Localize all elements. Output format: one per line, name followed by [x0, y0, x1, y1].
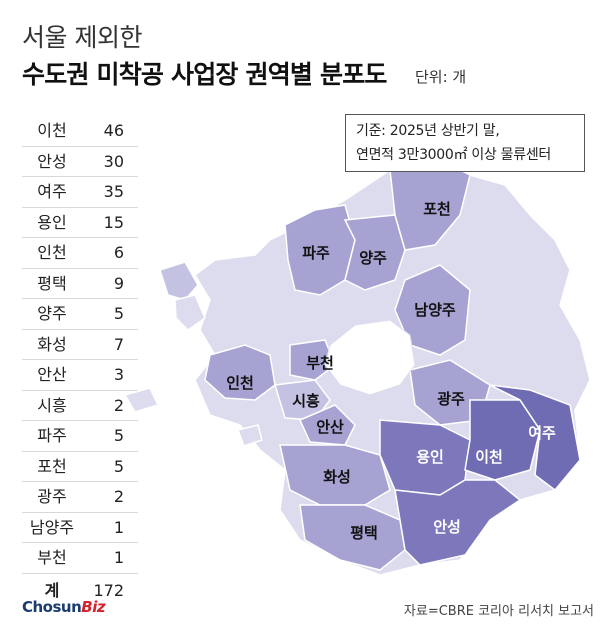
- region-name: 인천: [37, 243, 67, 262]
- region-count: 30: [103, 151, 124, 171]
- table-row: 파주 5: [22, 421, 138, 452]
- region-count: 46: [103, 121, 124, 140]
- region-bucheon: [289, 339, 336, 381]
- logo-main: Chosun: [22, 598, 82, 616]
- region-name: 파주: [37, 426, 67, 445]
- region-name: 안성: [37, 151, 67, 171]
- region-island: [237, 424, 263, 447]
- map-label-icheon: 이천: [475, 448, 503, 466]
- table-row: 광주 2: [22, 482, 138, 513]
- map-label-ansan: 안산: [316, 418, 344, 436]
- region-namyangju: [394, 264, 471, 356]
- table-row: 안성 30: [22, 147, 138, 177]
- region-count: 7: [113, 334, 124, 354]
- region-pyeongtaek: [299, 504, 406, 571]
- publisher-logo: ChosunBiz: [22, 598, 106, 616]
- region-count: 3: [113, 365, 124, 384]
- criteria-note: 기준: 2025년 상반기 말, 연면적 3만3000㎡ 이상 물류센터: [345, 114, 585, 172]
- map-label-incheon: 인천: [226, 374, 254, 392]
- total-label: 계: [44, 580, 60, 600]
- region-island: [123, 387, 160, 413]
- table-row: 용인 15: [22, 208, 138, 238]
- region-count: 1: [113, 517, 124, 537]
- region-seoul: [324, 319, 416, 396]
- region-name: 평택: [37, 273, 67, 293]
- total-value: 172: [93, 580, 124, 600]
- table-row: 평택 9: [22, 269, 138, 299]
- region-name: 광주: [37, 487, 67, 506]
- region-incheon: [204, 344, 276, 401]
- map-label-bucheon: 부천: [306, 354, 334, 372]
- table-row: 여주 35: [22, 177, 138, 208]
- region-count: 35: [103, 182, 124, 201]
- map-label-gwangju: 광주: [437, 390, 465, 408]
- map-regions: [123, 159, 591, 576]
- note-line1: 기준: 2025년 상반기 말,: [356, 123, 500, 139]
- region-count: 9: [113, 273, 124, 293]
- region-name: 안산: [37, 365, 67, 384]
- source-note: 자료=CBRE 코리아 리서치 보고서: [403, 604, 594, 619]
- logo-biz: Biz: [81, 598, 106, 616]
- region-count: 5: [113, 456, 124, 476]
- count-table: 이천 46 안성 30 여주 35 용인 15 인천 6 평택 9 양주 5 화성 7 안산 3 …: [22, 116, 138, 606]
- region-count: 1: [113, 548, 124, 567]
- region-anseong: [394, 479, 522, 566]
- title-line1: 서울 제외한: [22, 23, 142, 52]
- region-yeoju: [489, 384, 581, 492]
- note-line2: 연면적 3만3000㎡ 이상 물류센터: [356, 147, 551, 163]
- map-label-yongin: 용인: [416, 448, 444, 466]
- region-count: 15: [103, 212, 124, 232]
- table-row: 남양주 1: [22, 513, 138, 543]
- region-hwaseong: [279, 444, 391, 506]
- map-label-siheung: 시흥: [292, 392, 320, 410]
- unit-label: 단위: 개: [415, 68, 467, 86]
- map-label-pocheon: 포천: [423, 200, 451, 218]
- map-label-yeoju: 여주: [528, 424, 556, 442]
- region-count: 5: [113, 426, 124, 445]
- map-label-paju: 파주: [302, 244, 330, 262]
- table-row: 인천 6: [22, 238, 138, 269]
- region-count: 5: [113, 304, 124, 323]
- region-name: 시흥: [37, 395, 67, 415]
- table-row: 화성 7: [22, 330, 138, 360]
- table-total-row: 계 172: [22, 574, 138, 606]
- region-name: 화성: [37, 334, 67, 354]
- map-label-namyangju: 남양주: [414, 301, 456, 319]
- table-row: 시흥 2: [22, 391, 138, 421]
- map-label-yangju: 양주: [359, 249, 387, 267]
- region-island: [159, 261, 199, 301]
- table-row: 양주 5: [22, 299, 138, 330]
- region-name: 부천: [37, 548, 67, 567]
- region-island: [174, 294, 206, 331]
- page-title: 수도권 미착공 사업장 권역별 분포도: [22, 60, 387, 89]
- table-row: 포천 5: [22, 452, 138, 482]
- table-row: 안산 3: [22, 360, 138, 391]
- region-name: 여주: [37, 182, 67, 201]
- region-name: 포천: [37, 456, 67, 476]
- region-count: 2: [113, 395, 124, 415]
- map-labels: 파주 양주 포천 남양주 인천 부천 시흥 안산 광주 용인 이천 여주 화성 …: [226, 200, 556, 542]
- region-name: 이천: [37, 121, 67, 140]
- table-row: 부천 1: [22, 543, 138, 574]
- region-count: 2: [113, 487, 124, 506]
- region-name: 남양주: [29, 517, 75, 537]
- region-name: 용인: [37, 212, 67, 232]
- map-label-anseong: 안성: [433, 518, 461, 536]
- region-name: 양주: [37, 304, 67, 323]
- region-count: 6: [113, 243, 124, 262]
- region-ansan: [299, 404, 356, 446]
- map-label-hwaseong: 화성: [323, 468, 351, 486]
- map-label-pyeongtaek: 평택: [350, 524, 378, 542]
- table-row: 이천 46: [22, 116, 138, 147]
